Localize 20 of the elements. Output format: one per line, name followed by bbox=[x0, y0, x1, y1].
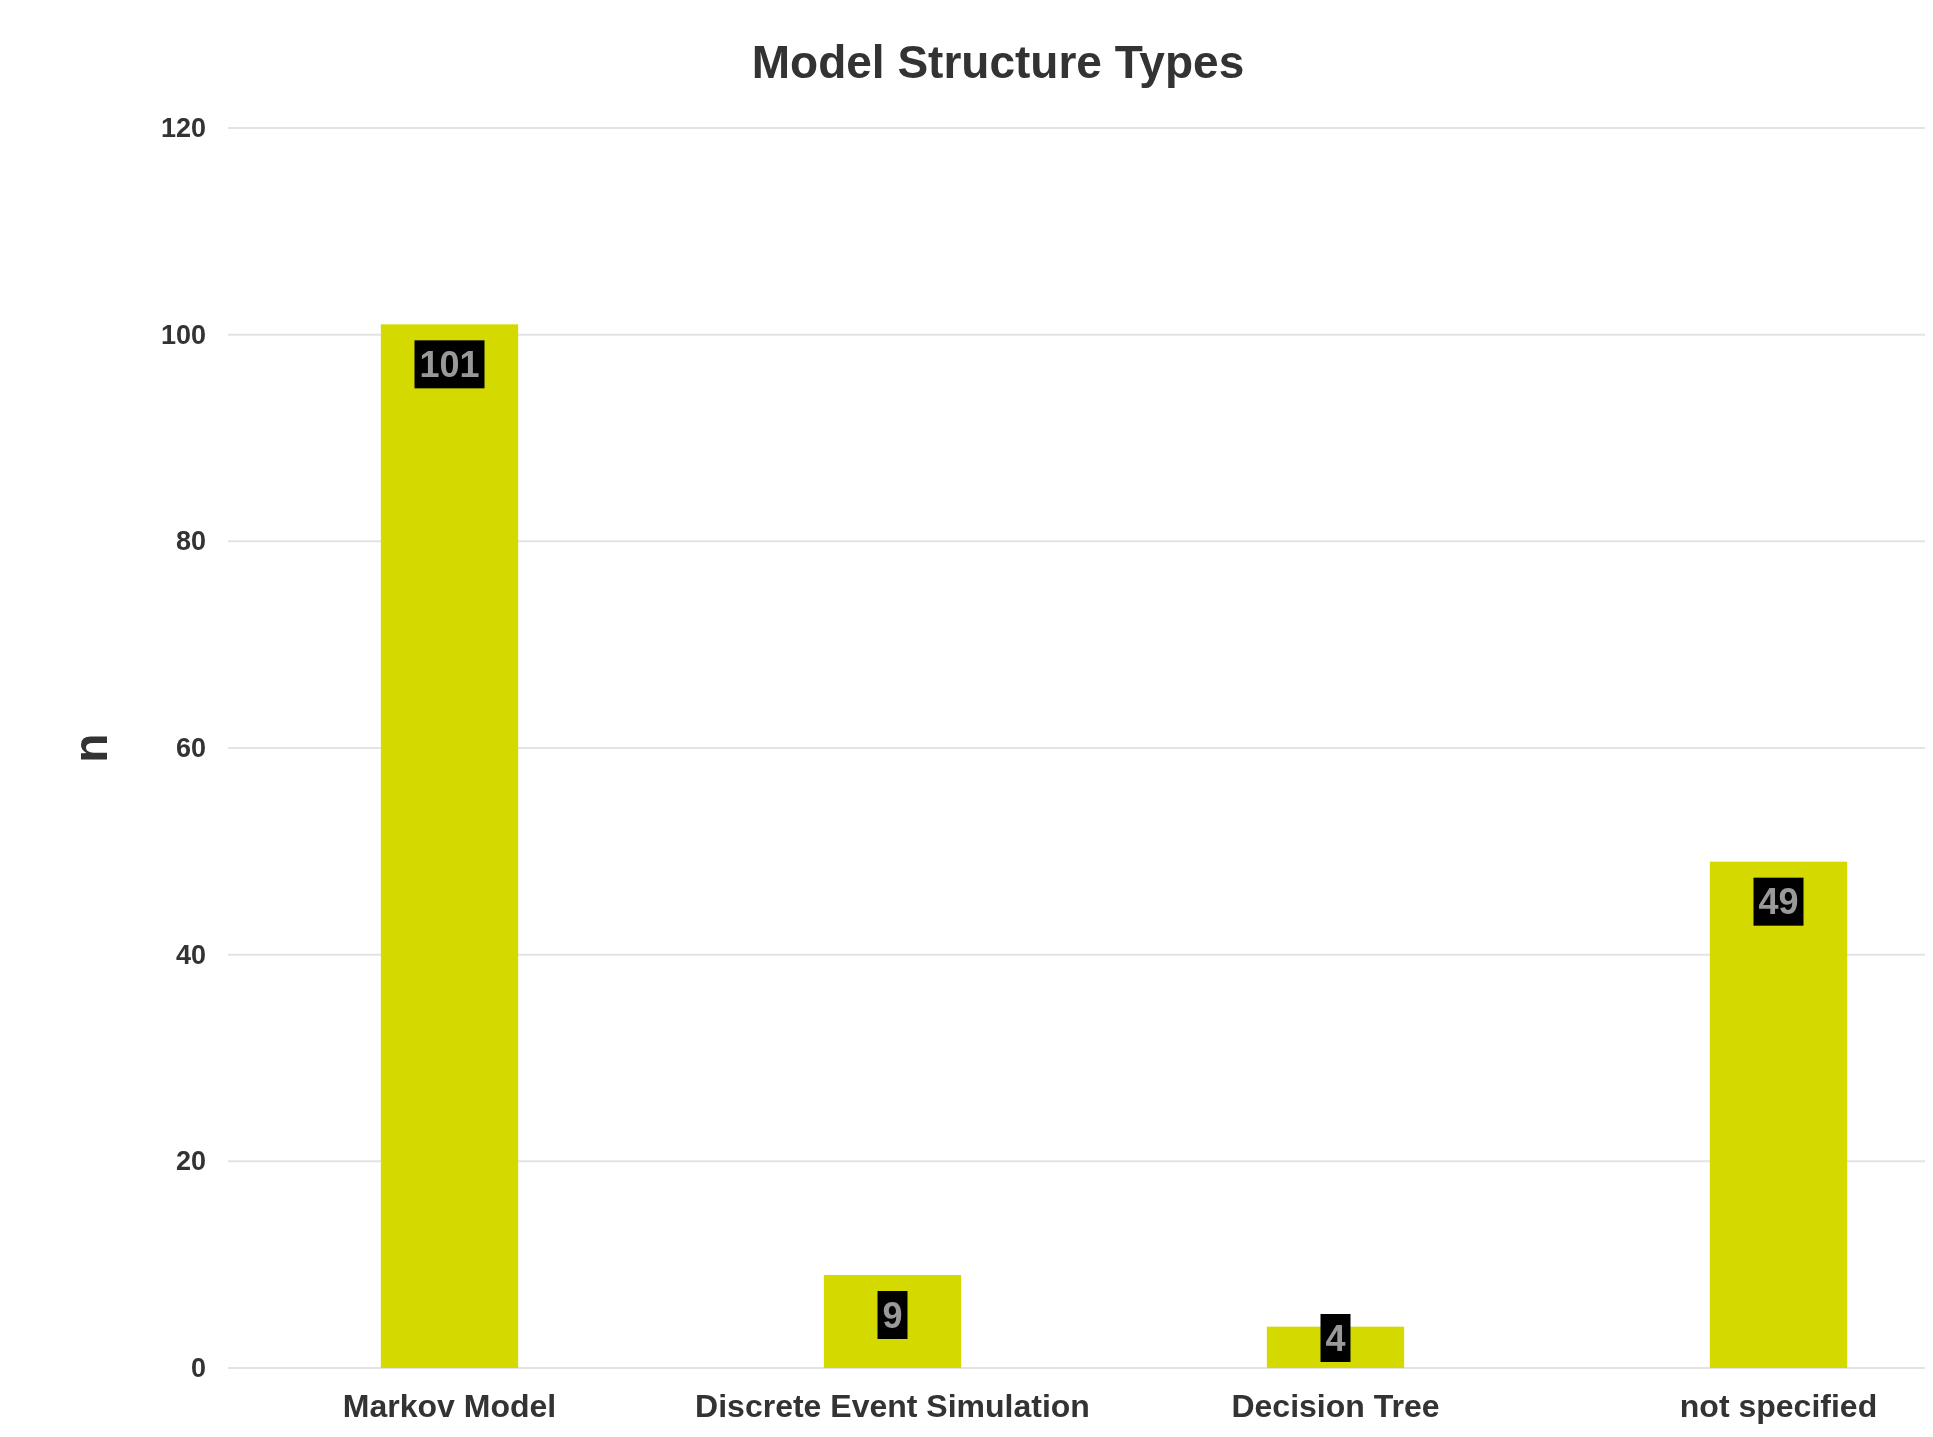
bar bbox=[1709, 861, 1848, 1368]
x-tick-label: Markov Model bbox=[342, 1388, 557, 1424]
y-tick-label: 120 bbox=[160, 113, 206, 143]
y-tick-label: 40 bbox=[175, 939, 206, 970]
y-tick-label: 20 bbox=[175, 1146, 206, 1177]
data-label: 49 bbox=[1758, 881, 1799, 923]
chart-title: Model Structure Types bbox=[751, 36, 1245, 88]
y-tick-label: 100 bbox=[160, 319, 206, 350]
y-axis-title: n bbox=[63, 733, 117, 763]
y-tick-label: 60 bbox=[175, 733, 206, 763]
x-tick-label: not specified bbox=[1679, 1388, 1878, 1424]
x-tick-label: Discrete Event Simulation bbox=[695, 1388, 1090, 1424]
bar bbox=[823, 1275, 962, 1368]
data-label: 101 bbox=[419, 343, 480, 385]
bar bbox=[380, 324, 519, 1368]
x-tick-label: Decision Tree bbox=[1231, 1388, 1440, 1424]
y-tick-label: 80 bbox=[175, 526, 206, 557]
y-tick-label: 0 bbox=[190, 1353, 206, 1383]
data-label: 9 bbox=[882, 1294, 903, 1336]
data-label: 4 bbox=[1325, 1317, 1346, 1359]
